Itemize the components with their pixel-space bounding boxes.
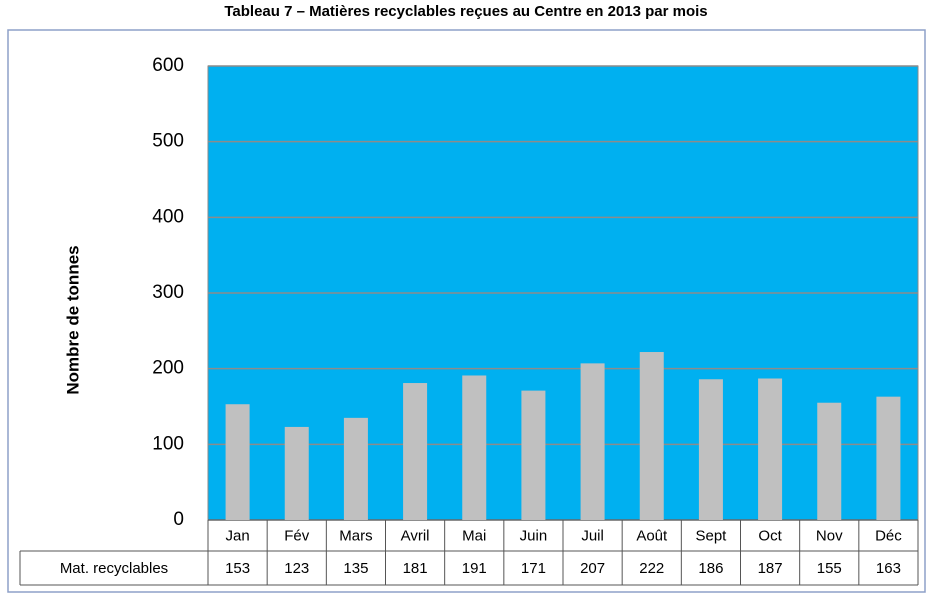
table-value: 123 — [284, 560, 309, 577]
bar — [225, 404, 250, 520]
table-value: 186 — [698, 560, 723, 577]
table-value: 171 — [521, 560, 546, 577]
table-value: 163 — [876, 560, 901, 577]
table-value: 187 — [758, 560, 783, 577]
x-tick-label: Mai — [462, 527, 486, 544]
bar — [698, 379, 723, 520]
table-value: 135 — [343, 560, 368, 577]
bar — [580, 363, 605, 520]
table-value: 222 — [639, 560, 664, 577]
y-tick-label: 300 — [152, 282, 184, 303]
bar — [343, 417, 368, 520]
table-value: 155 — [817, 560, 842, 577]
bar — [876, 396, 901, 520]
x-tick-label: Jan — [225, 527, 249, 544]
table-value: 153 — [225, 560, 250, 577]
y-tick-label: 400 — [152, 206, 184, 227]
table-value: 181 — [403, 560, 428, 577]
y-tick-label: 200 — [152, 358, 184, 379]
x-tick-label: Juin — [520, 527, 548, 544]
chart-title: Tableau 7 – Matières recyclables reçues … — [224, 3, 707, 20]
x-tick-label: Avril — [401, 527, 430, 544]
x-tick-label: Août — [636, 527, 668, 544]
y-tick-label: 600 — [152, 55, 184, 76]
legend-label: Mat. recyclables — [60, 560, 168, 577]
bar — [758, 378, 783, 520]
bar — [817, 402, 842, 520]
table-value: 191 — [462, 560, 487, 577]
x-tick-label: Déc — [875, 527, 902, 544]
bar — [521, 390, 546, 520]
bar — [462, 375, 487, 520]
x-tick-label: Fév — [284, 527, 310, 544]
x-tick-label: Juil — [581, 527, 604, 544]
x-tick-label: Oct — [758, 527, 782, 544]
y-axis-label: Nombre de tonnes — [63, 245, 82, 394]
y-tick-label: 0 — [173, 509, 184, 530]
bar — [284, 426, 309, 520]
y-tick-label: 100 — [152, 433, 184, 454]
table-value: 207 — [580, 560, 605, 577]
x-tick-label: Sept — [695, 527, 727, 544]
bar — [639, 352, 664, 520]
bar — [403, 383, 428, 520]
y-tick-label: 500 — [152, 131, 184, 152]
x-tick-label: Mars — [339, 527, 372, 544]
x-tick-label: Nov — [816, 527, 843, 544]
